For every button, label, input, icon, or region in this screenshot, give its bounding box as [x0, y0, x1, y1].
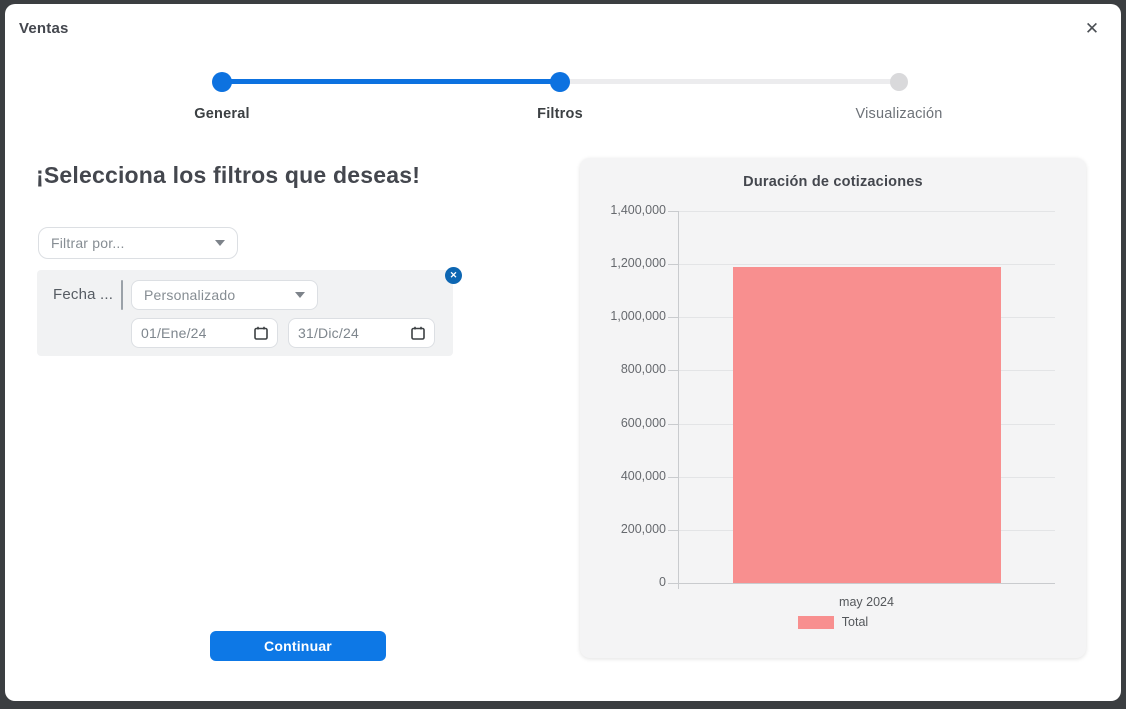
y-axis-label: 600,000	[620, 415, 666, 430]
chart-title: Duración de cotizaciones	[743, 174, 923, 190]
bar-total	[733, 266, 1001, 583]
continue-button[interactable]: Continuar	[210, 631, 386, 661]
calendar-icon[interactable]	[254, 326, 268, 340]
grid-line	[678, 583, 1055, 584]
y-axis-label: 200,000	[620, 521, 666, 536]
date-from-value: 01/Ene/24	[141, 325, 207, 341]
wizard-stepper: General Filtros Visualización	[5, 4, 1121, 144]
date-to-value: 31/Dic/24	[298, 325, 359, 341]
y-axis-label: 400,000	[620, 468, 666, 483]
y-axis-tick	[668, 211, 678, 212]
date-mode-value: Personalizado	[144, 287, 236, 303]
page-title: ¡Selecciona los filtros que deseas!	[36, 162, 421, 188]
date-from-input[interactable]: 01/Ene/24	[131, 318, 278, 348]
step-label-visualizacion[interactable]: Visualización	[855, 106, 943, 122]
calendar-icon[interactable]	[411, 326, 425, 340]
legend-item-total[interactable]: Total	[580, 615, 1086, 629]
step-dot-general[interactable]	[212, 72, 232, 92]
grid-line	[678, 211, 1055, 212]
chevron-down-icon	[295, 292, 305, 298]
grid-line	[678, 264, 1055, 266]
y-axis-label: 1,000,000	[610, 309, 666, 324]
y-axis-tick	[668, 317, 678, 319]
close-icon[interactable]: ✕	[1079, 16, 1105, 42]
filter-by-select[interactable]: Filtrar por...	[38, 227, 238, 259]
step-label-filtros[interactable]: Filtros	[537, 106, 583, 122]
chart-card: Duración de cotizaciones 0 200,000 400,000…	[580, 158, 1086, 658]
step-dot-filtros[interactable]	[550, 72, 570, 92]
chevron-down-icon	[215, 240, 225, 246]
stepper-line-pending	[560, 79, 899, 84]
y-axis-line	[678, 211, 679, 589]
date-filter-chip: ✕ Fecha ... Personalizado 01/Ene/24 31/D…	[37, 267, 462, 356]
step-dot-visualizacion[interactable]	[890, 73, 908, 91]
y-axis-tick	[668, 529, 678, 531]
y-axis-label: 1,400,000	[610, 203, 666, 217]
y-axis-tick	[668, 370, 678, 372]
legend-swatch	[797, 615, 834, 629]
date-to-input[interactable]: 31/Dic/24	[288, 318, 435, 348]
chip-divider	[121, 280, 123, 310]
y-axis-tick	[668, 264, 678, 266]
x-axis-label: may 2024	[839, 595, 894, 609]
step-label-general[interactable]: General	[194, 106, 250, 122]
y-axis-tick	[668, 476, 678, 478]
chart-plot: 0 200,000 400,000 600,000 800,000 1,000,000 1,…	[580, 158, 1086, 658]
y-axis-tick	[668, 423, 678, 425]
remove-filter-icon[interactable]: ✕	[445, 267, 462, 284]
ventas-modal: Ventas ✕ General Filtros Visualización ¡…	[5, 4, 1121, 701]
filter-chip-label: Fecha ...	[53, 286, 114, 303]
stepper-line-complete	[222, 79, 560, 84]
y-axis-label: 0	[659, 575, 666, 589]
modal-title: Ventas	[19, 20, 69, 37]
y-axis-label: 800,000	[620, 362, 666, 377]
filter-by-placeholder: Filtrar por...	[51, 235, 125, 251]
date-mode-select[interactable]: Personalizado	[131, 280, 318, 310]
y-axis-label: 1,200,000	[610, 256, 666, 271]
legend-label: Total	[841, 615, 869, 629]
y-axis-tick	[668, 583, 678, 584]
